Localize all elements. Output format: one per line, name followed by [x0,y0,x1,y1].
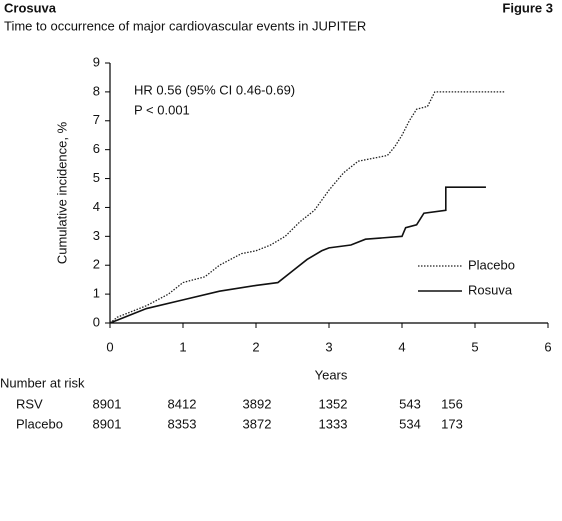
series-line [109,91,505,324]
y-axis-label: Cumulative incidence, % [54,121,69,264]
x-axis-label: Years [315,367,348,382]
risk-row-label: Placebo [16,416,63,431]
y-tick-label: 8 [93,83,100,98]
figure-label: Figure 3 [502,0,553,15]
risk-value: 534 [399,416,421,431]
x-tick-label: 2 [252,339,259,354]
x-tick-label: 6 [544,339,551,354]
risk-value: 1352 [319,396,348,411]
x-tick-label: 1 [179,339,186,354]
legend-label: Placebo [468,257,515,272]
risk-value: 3892 [243,396,272,411]
y-tick-label: 3 [93,228,100,243]
brand: Crosuva [4,0,57,15]
x-tick-label: 5 [471,339,478,354]
y-tick-label: 7 [93,112,100,127]
x-tick-label: 0 [106,339,113,354]
y-tick-label: 5 [93,170,100,185]
risk-value: 3872 [243,416,272,431]
y-tick-label: 0 [93,314,100,329]
risk-value: 8353 [168,416,197,431]
annotation: P < 0.001 [134,102,190,117]
y-tick-label: 4 [93,199,100,214]
risk-value: 173 [441,416,463,431]
series-line [109,186,486,324]
risk-value: 1333 [319,416,348,431]
risk-value: 8901 [93,396,122,411]
y-tick-label: 6 [93,141,100,156]
legend-label: Rosuva [468,282,513,297]
y-tick-label: 2 [93,257,100,272]
risk-value: 8412 [168,396,197,411]
y-tick-label: 1 [93,286,100,301]
y-tick-label: 9 [93,54,100,69]
risk-value: 8901 [93,416,122,431]
chart-title: Time to occurrence of major cardiovascul… [4,18,366,33]
annotation: HR 0.56 (95% CI 0.46-0.69) [134,82,295,97]
risk-value: 543 [399,396,421,411]
x-tick-label: 3 [325,339,332,354]
risk-table-title: Number at risk [0,375,85,390]
x-tick-label: 4 [398,339,405,354]
risk-row-label: RSV [16,396,43,411]
risk-value: 156 [441,396,463,411]
